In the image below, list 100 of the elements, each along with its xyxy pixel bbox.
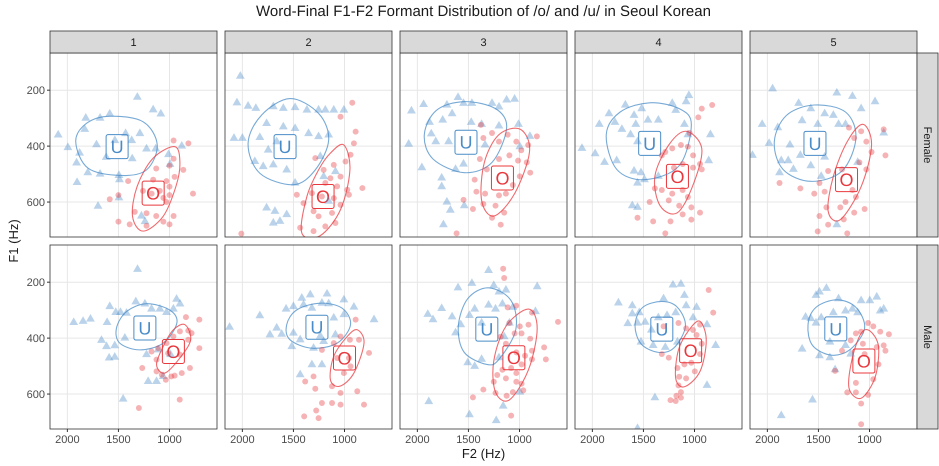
point [72,177,82,186]
point [496,192,502,198]
point [858,328,864,335]
point [142,350,151,358]
point [72,158,81,166]
chart-title: 2 [305,37,312,49]
point [600,157,609,165]
point [312,386,318,392]
point [534,133,540,140]
point [442,196,452,205]
point [126,221,133,228]
point [555,318,561,325]
point [494,352,504,360]
point [496,156,502,162]
point [877,328,884,335]
point [304,128,313,136]
point [788,164,798,172]
point [834,294,843,302]
point [860,340,866,347]
point [128,154,137,162]
point [526,322,532,328]
point [832,220,842,228]
point [870,96,880,104]
point [346,336,353,343]
y2-axis-title: Female [921,126,933,164]
point [518,147,524,154]
point [652,185,658,192]
point [623,318,632,326]
point [454,92,462,100]
point [282,210,292,218]
point [846,348,856,357]
point [811,190,818,197]
point [683,375,690,382]
point [668,98,677,106]
point [404,139,414,147]
point [806,160,816,168]
y-axis-title: F1 (Hz) [6,219,21,263]
annotation: O [166,342,180,362]
point [853,308,862,316]
point [426,128,436,136]
point [54,130,63,138]
x-tick-label: 2000 [55,434,80,446]
point [612,156,622,164]
point [278,122,288,130]
point [798,116,807,124]
point [330,195,337,202]
point [498,222,504,228]
point [682,96,691,104]
point [350,140,357,146]
point [834,119,843,127]
point [513,370,520,376]
point [841,340,850,348]
point [849,187,856,193]
point [338,202,344,208]
point [160,218,166,225]
point [322,223,328,230]
point [694,332,700,338]
point [776,410,786,418]
point [678,142,684,148]
point [142,144,151,152]
point [851,210,858,216]
point [144,210,150,216]
point [172,174,178,180]
point [185,140,192,146]
point [673,336,682,345]
point [307,360,316,368]
point [230,133,238,141]
point [634,308,644,316]
point [338,390,344,396]
point [63,142,72,150]
point [136,405,142,412]
point [510,389,516,396]
point [135,128,144,136]
annotation: U [278,137,292,158]
point [832,88,842,96]
annotation: U [480,320,494,340]
point [301,413,308,420]
point [144,376,153,384]
point [633,136,642,144]
point [812,318,820,326]
point [272,322,282,331]
point [162,376,169,383]
point [361,402,367,408]
point [828,110,838,118]
point [330,340,337,346]
point [669,145,676,152]
chart-title: 4 [655,37,662,49]
point [662,230,668,236]
point [813,119,822,127]
point [671,105,680,113]
point [466,117,476,125]
point [786,140,794,148]
point [768,84,778,92]
point [467,278,476,286]
point [276,216,284,224]
point [680,119,689,127]
point [870,323,876,330]
point [327,175,334,182]
point [504,132,511,138]
point [329,312,338,321]
